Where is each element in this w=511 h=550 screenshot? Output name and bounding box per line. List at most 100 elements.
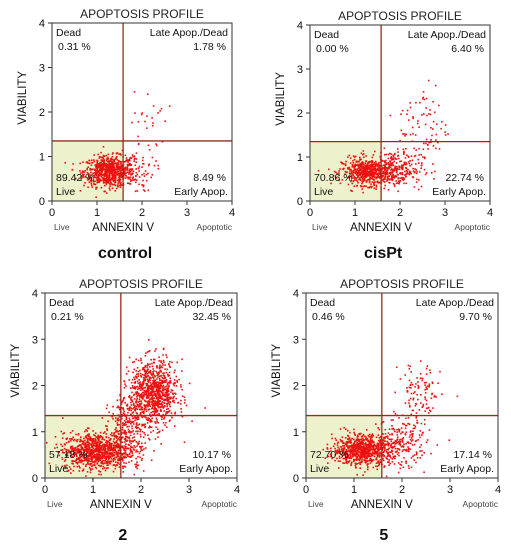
data-point (124, 453, 127, 455)
data-point (120, 165, 123, 167)
data-point (157, 391, 160, 394)
data-point (90, 171, 92, 174)
data-point (139, 404, 142, 406)
data-point (106, 440, 108, 443)
data-point (409, 102, 411, 104)
data-point (398, 429, 400, 432)
data-point (65, 442, 68, 444)
data-point (97, 166, 100, 168)
data-point (164, 394, 167, 396)
data-point (148, 408, 151, 410)
data-point (75, 433, 77, 436)
data-point (392, 164, 395, 166)
data-point (363, 175, 365, 178)
data-point (66, 449, 68, 451)
data-point (148, 376, 151, 379)
data-point (393, 410, 395, 413)
data-point (405, 424, 408, 427)
data-point (143, 393, 146, 395)
data-point (388, 428, 391, 430)
data-point (153, 164, 156, 167)
data-point (124, 437, 127, 439)
data-point (375, 423, 377, 425)
data-point (400, 432, 402, 435)
data-point (95, 458, 97, 460)
data-point (93, 449, 96, 451)
data-point (364, 176, 367, 179)
data-point (72, 448, 75, 451)
data-point (130, 401, 132, 404)
data-point (148, 425, 151, 427)
data-point (141, 430, 144, 433)
data-point (79, 440, 81, 443)
data-point (134, 164, 137, 167)
data-point (102, 163, 105, 166)
data-point (84, 442, 87, 445)
data-point (326, 447, 328, 449)
data-point (137, 382, 139, 385)
data-point (387, 163, 389, 165)
data-point (97, 153, 99, 156)
data-point (90, 164, 93, 166)
data-point (111, 455, 114, 458)
data-point (370, 183, 372, 185)
data-point (393, 167, 396, 170)
data-point (363, 170, 365, 173)
data-point (386, 453, 389, 455)
data-point (350, 168, 352, 171)
data-point (121, 168, 123, 170)
data-point (393, 446, 395, 449)
data-point (149, 370, 152, 372)
data-point (128, 436, 130, 439)
data-point (161, 392, 164, 394)
data-point (350, 455, 352, 457)
data-point (430, 452, 432, 455)
data-point (82, 463, 85, 465)
data-point (171, 389, 174, 392)
data-point (174, 411, 176, 414)
data-point (138, 408, 141, 411)
data-point (358, 451, 360, 453)
x-axis-label: ANNEXIN V (92, 222, 154, 234)
data-point (100, 156, 102, 158)
data-point (129, 157, 131, 160)
data-point (112, 178, 114, 180)
data-point (146, 364, 149, 367)
data-point (400, 438, 402, 441)
data-point (92, 430, 94, 432)
data-point (111, 434, 114, 437)
data-point (408, 119, 410, 121)
data-point (143, 390, 145, 392)
data-point (407, 168, 409, 171)
data-point (133, 436, 136, 438)
data-point (145, 416, 147, 419)
data-point (363, 439, 365, 441)
data-point (398, 449, 401, 451)
data-point (404, 427, 407, 430)
data-point (389, 456, 392, 459)
data-point (388, 175, 390, 177)
data-point (382, 433, 384, 435)
data-point (376, 454, 379, 457)
data-point (154, 379, 157, 382)
data-point (390, 172, 392, 175)
data-point (112, 166, 114, 169)
data-point (336, 444, 339, 446)
data-point (105, 440, 108, 442)
data-point (390, 155, 393, 158)
y-tick-label: 1 (297, 152, 303, 164)
data-point (359, 463, 361, 465)
data-point (338, 179, 340, 182)
data-point (93, 461, 96, 464)
data-point (96, 458, 99, 461)
data-point (353, 443, 355, 446)
data-point (372, 447, 374, 449)
data-point (410, 163, 413, 166)
data-point (411, 437, 413, 439)
data-point (388, 447, 390, 449)
data-point (162, 354, 164, 356)
data-point (365, 451, 368, 454)
data-point (104, 446, 106, 448)
data-point (393, 153, 396, 156)
data-point (100, 174, 102, 177)
